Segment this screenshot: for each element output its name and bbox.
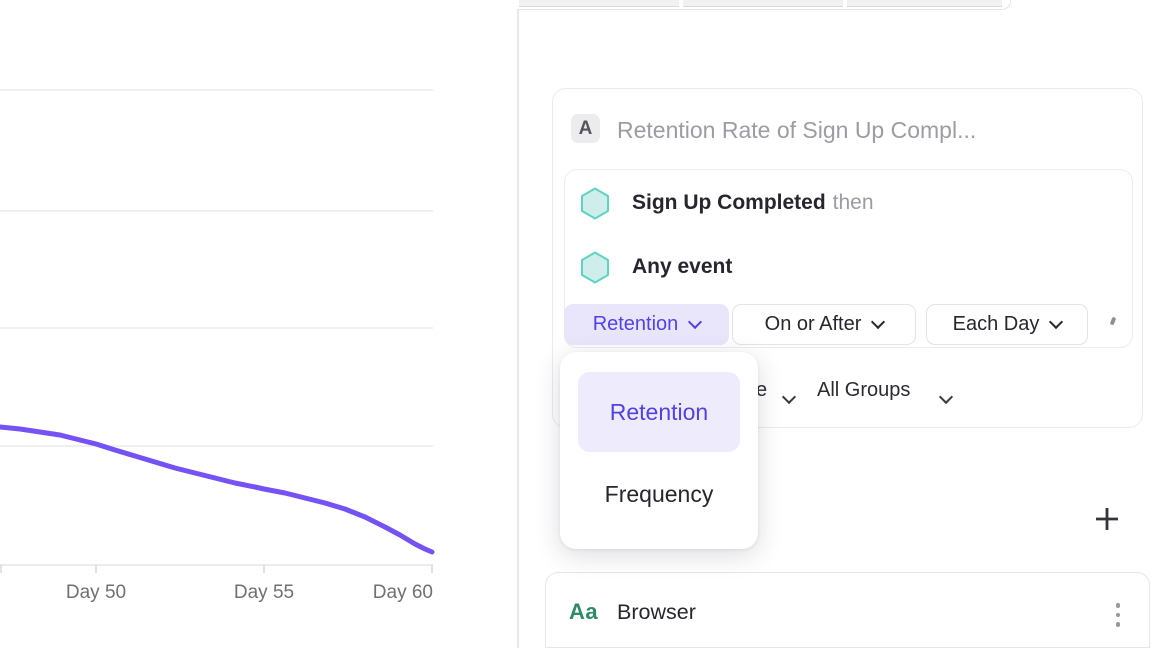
- dropdown-label: Retention: [592, 313, 679, 335]
- retention-line-series: [0, 424, 435, 555]
- menu-item-frequency[interactable]: Frequency: [604, 480, 714, 507]
- chevron-down-icon: [1049, 314, 1064, 330]
- clipped-tab[interactable]: [519, 0, 679, 7]
- dropdown-label: On or After: [764, 313, 862, 335]
- clipped-tab[interactable]: [683, 0, 843, 7]
- event-suffix: then: [832, 191, 874, 214]
- event-hexagon-icon: [581, 187, 609, 219]
- add-property-button[interactable]: [1093, 505, 1121, 533]
- query-builder-panel: A Retention Rate of Sign Up Compl... Sig…: [552, 88, 1143, 428]
- property-card-browser[interactable]: Aa Browser: [545, 572, 1150, 648]
- series-badge: A: [571, 114, 600, 143]
- clipped-top-tabs: [517, 0, 1011, 10]
- text-property-icon: Aa: [569, 599, 599, 624]
- query-title-input[interactable]: Retention Rate of Sign Up Compl...: [617, 117, 977, 143]
- x-tick-label: Day 60: [373, 582, 433, 603]
- x-tick-label: Day 50: [66, 582, 126, 603]
- chevron-down-icon: [871, 314, 886, 330]
- retention-chart: Day 50 Day 55 Day 60: [0, 89, 435, 603]
- property-label: Browser: [617, 600, 696, 624]
- event-hexagon-icon: [581, 251, 609, 283]
- pane-divider: [517, 0, 519, 648]
- chevron-down-icon[interactable]: [938, 389, 954, 405]
- plus-icon: [1096, 508, 1118, 530]
- event-name[interactable]: Sign Up Completed: [632, 191, 826, 214]
- dropdown-label: Each Day: [952, 313, 1040, 335]
- all-groups-dropdown[interactable]: All Groups: [817, 379, 911, 401]
- clipped-tab[interactable]: [847, 0, 1002, 7]
- on-or-after-dropdown[interactable]: On or After: [732, 304, 916, 345]
- x-tick-label: Day 55: [234, 582, 294, 603]
- event-name[interactable]: Any event: [632, 255, 733, 278]
- chevron-down-icon[interactable]: [781, 389, 797, 405]
- event-row[interactable]: Sign Up Completed then: [580, 186, 874, 220]
- retention-mode-dropdown[interactable]: Retention: [564, 304, 729, 345]
- menu-item-retention[interactable]: Retention: [578, 372, 740, 452]
- kebab-menu-icon[interactable]: [1108, 599, 1128, 631]
- clipped-measure-text: e: [756, 379, 768, 401]
- each-day-dropdown[interactable]: Each Day: [926, 304, 1088, 345]
- measure-dropdown-menu: Retention Frequency: [560, 352, 758, 549]
- event-row[interactable]: Any event: [580, 250, 739, 284]
- chevron-down-icon: [688, 314, 703, 330]
